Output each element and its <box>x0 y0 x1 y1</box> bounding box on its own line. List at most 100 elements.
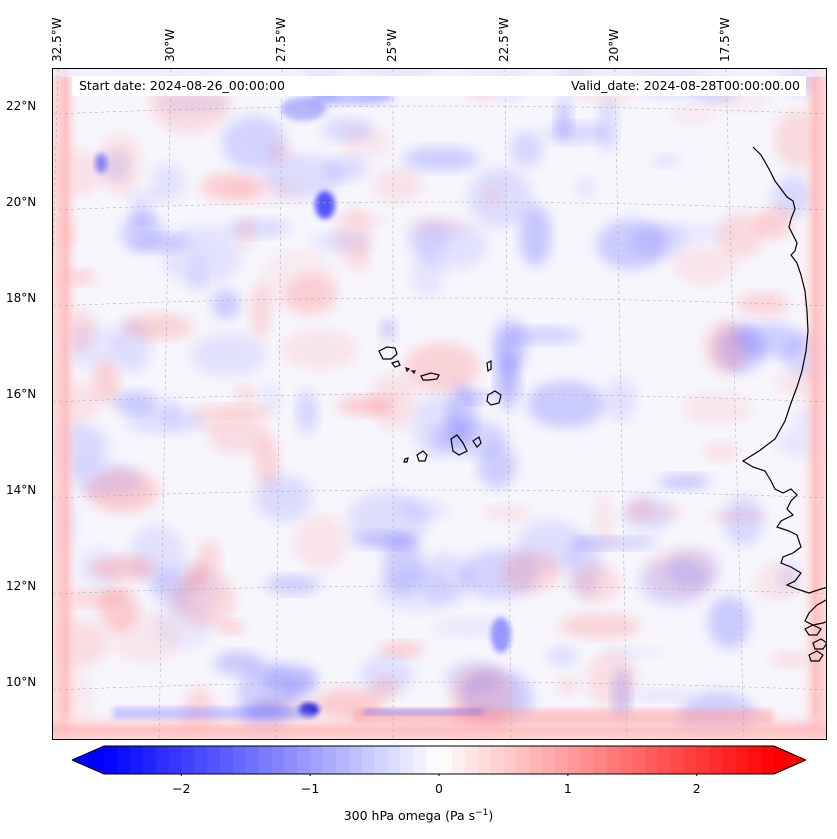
meridian-line <box>504 69 512 739</box>
strong-ascent-cell <box>491 617 511 653</box>
ascent-cell <box>509 130 544 168</box>
colorbar-label-end: ) <box>488 808 494 824</box>
longitude-label: 27.5°W <box>274 17 288 62</box>
ascent-cell <box>573 537 657 550</box>
parallel-line <box>53 201 826 211</box>
ascent-cell <box>396 499 448 521</box>
valid-date-label: Valid_date: 2024-08-28T00:00:00.00 <box>570 78 800 93</box>
colorbar-segment <box>516 746 530 774</box>
ascent-cell <box>447 384 477 445</box>
colorbar-segment <box>709 746 724 774</box>
colorbar-segment <box>658 746 672 774</box>
ascent-cell <box>402 146 480 172</box>
ascent-cell <box>150 162 186 201</box>
coast-segment-south <box>804 599 826 626</box>
descent-cell <box>482 504 533 522</box>
colorbar-segment <box>748 746 762 774</box>
ascent-cell <box>547 646 578 667</box>
longitude-label: 30°W <box>163 28 177 62</box>
colorbar-segment <box>284 746 298 774</box>
ascent-cell <box>264 575 321 595</box>
descent-cell <box>558 613 641 639</box>
descent-cell <box>404 342 481 393</box>
ascent-cell <box>161 224 241 287</box>
ascent-cell <box>259 382 280 413</box>
parallel-line <box>53 393 826 403</box>
west-africa-coastline-icon <box>741 146 826 594</box>
colorbar-segment <box>503 746 517 774</box>
descent-cell <box>755 561 799 602</box>
descent-cell <box>717 212 765 258</box>
colorbar-segment <box>104 746 118 774</box>
colorbar-segment <box>155 746 170 774</box>
ascent-cell <box>351 531 420 549</box>
latitude-label: 20°N <box>6 195 37 209</box>
latitude-label: 12°N <box>6 579 37 593</box>
colorbar-segment <box>168 746 182 774</box>
latitude-label: 22°N <box>6 99 37 113</box>
longitude-label: 32.5°W <box>50 17 64 62</box>
descent-cell <box>90 556 157 580</box>
colorbar-tick-label: 0 <box>435 781 443 796</box>
colorbar-label-exponent: −1 <box>475 808 489 818</box>
colorbar-segment <box>554 746 569 774</box>
descent-cell <box>293 514 348 570</box>
colorbar-segment <box>542 746 556 774</box>
ascent-cell <box>496 357 521 411</box>
date-info-bar <box>72 76 806 96</box>
meridian-line <box>614 69 628 739</box>
colorbar-tickmarks <box>180 774 698 776</box>
descent-cell <box>235 217 255 248</box>
cape-verde-islands-icon <box>378 346 502 463</box>
colorbar-segment <box>335 746 350 774</box>
ascent-cell <box>648 222 729 243</box>
island-outline <box>812 638 826 650</box>
latitude-label: 14°N <box>6 483 37 497</box>
colorbar-segment <box>194 746 208 774</box>
descent-cell <box>571 563 620 603</box>
colorbar-segment <box>348 746 363 774</box>
descent-cell <box>234 384 256 403</box>
colorbar-segment <box>619 746 633 774</box>
ascent-cell <box>66 461 143 496</box>
colorbar-segment <box>374 746 389 774</box>
colorbar-segment <box>297 746 311 774</box>
meridian-line <box>158 69 172 739</box>
colorbar-segment <box>181 746 195 774</box>
colorbar-segment <box>439 746 453 774</box>
colorbar-segment <box>245 746 260 774</box>
descent-cell <box>703 441 740 462</box>
colorbar-segment <box>232 746 247 774</box>
descent-cell <box>484 182 504 205</box>
longitude-label: 25°W <box>385 28 399 62</box>
parallel-line <box>53 489 826 499</box>
ascent-cell <box>639 558 710 606</box>
colorbar-tick-label: −1 <box>300 781 320 796</box>
ascent-cell <box>211 289 241 319</box>
colorbar-segment <box>142 746 157 774</box>
omega-field-blobs <box>53 69 826 739</box>
ascent-cell <box>575 177 596 198</box>
colorbar-extend-min <box>72 746 104 774</box>
ascent-cell <box>432 617 506 638</box>
island-outline <box>808 650 824 662</box>
descent-cell <box>190 404 274 418</box>
descent-cell <box>585 651 639 708</box>
ascent-cell <box>155 601 213 650</box>
parallel-line <box>53 105 826 115</box>
ascent-cell <box>151 562 220 611</box>
ascent-cell <box>312 231 371 252</box>
descent-cell <box>378 641 425 658</box>
descent-cell <box>123 313 194 340</box>
descent-cell <box>281 328 359 371</box>
colorbar-segment <box>413 746 427 774</box>
latitude-label: 18°N <box>6 291 37 305</box>
meridian-line <box>725 69 745 739</box>
colorbar-segment <box>529 746 543 774</box>
descent-cell <box>254 438 280 487</box>
parallel-line <box>53 585 826 595</box>
descent-cell <box>217 620 245 635</box>
ascent-cell <box>254 474 312 522</box>
colorbar-segment <box>567 746 582 774</box>
coastline-layer <box>378 146 826 662</box>
